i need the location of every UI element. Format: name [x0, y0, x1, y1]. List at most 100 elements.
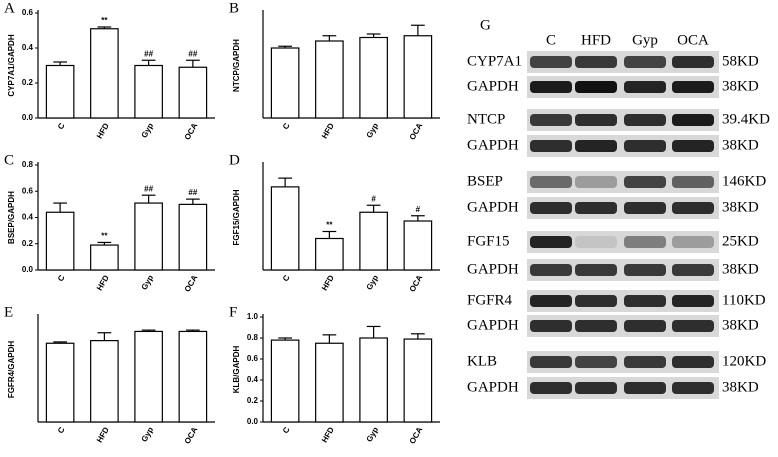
bar: [315, 237, 344, 271]
x-tick-label: C: [281, 425, 292, 435]
x-tick-label: HFD: [320, 273, 336, 292]
x-tick-label: C: [281, 121, 292, 131]
y-tick-label: 0.2: [22, 78, 34, 87]
blot-band: [624, 320, 666, 332]
significance-mark: **: [101, 232, 108, 241]
blot-band: [672, 320, 714, 332]
blot-band: [672, 382, 714, 394]
blot-band: [530, 382, 572, 394]
blot-band: [575, 56, 617, 68]
protein-label: GAPDH: [467, 261, 519, 277]
bar: [90, 244, 119, 271]
blot-band: [575, 114, 617, 126]
bar: [315, 342, 344, 423]
bar: [134, 202, 163, 271]
x-tick-label: C: [56, 425, 67, 435]
panel-label: B: [229, 0, 239, 16]
size-label: 38KD: [722, 317, 759, 333]
blot-strip: [527, 351, 719, 373]
blot-band: [672, 56, 714, 68]
blot-band: [672, 356, 714, 368]
y-tick-label: 0.0: [22, 265, 34, 274]
x-tick-label: HFD: [320, 121, 336, 140]
blot-band: [575, 295, 617, 307]
blot-strip: [527, 76, 719, 98]
x-tick-label: OCA: [408, 425, 425, 445]
lane-label: C: [546, 32, 556, 48]
blot-strip: [527, 377, 719, 399]
y-tick-label: 0.2: [247, 396, 259, 405]
y-axis-label: KLB/GAPDH: [232, 346, 241, 394]
blot-band: [575, 202, 617, 214]
panel-label: C: [4, 152, 14, 168]
panel-label: E: [4, 304, 13, 320]
blot-band: [624, 81, 666, 93]
x-tick-label: Gyp: [140, 121, 156, 139]
blot-band: [530, 202, 572, 214]
bar: [178, 330, 208, 423]
size-label: 38KD: [722, 379, 759, 395]
blot-band: [575, 176, 617, 188]
y-axis-label: FGFR4/GAPDH: [7, 341, 16, 399]
x-tick-label: Gyp: [365, 121, 381, 139]
size-label: 39.4KD: [722, 111, 770, 127]
bar: [270, 186, 300, 271]
size-label: 38KD: [722, 137, 759, 153]
significance-mark: #: [416, 205, 421, 214]
size-label: 38KD: [722, 78, 759, 94]
y-tick-label: 0.6: [247, 354, 259, 363]
x-tick-label: C: [281, 273, 292, 283]
x-tick-label: HFD: [95, 273, 111, 292]
x-tick-label: Gyp: [140, 273, 156, 291]
x-tick-label: C: [56, 121, 67, 131]
panel-label: D: [229, 152, 240, 168]
y-tick-label: 0.0: [22, 113, 34, 122]
blot-band: [624, 295, 666, 307]
blot-band: [624, 264, 666, 276]
blot-strip: [527, 315, 719, 337]
y-axis-label: NTCP/GAPDH: [232, 39, 241, 92]
bar: [178, 66, 208, 119]
blot-band: [672, 176, 714, 188]
blot-band: [530, 320, 572, 332]
significance-mark: ##: [188, 49, 197, 58]
x-tick-label: OCA: [408, 273, 425, 293]
blot-band: [672, 295, 714, 307]
blot-band: [575, 140, 617, 152]
bar: [45, 64, 75, 119]
blot-strip: [527, 231, 719, 253]
panel-label: A: [4, 0, 15, 16]
y-tick-label: 0.4: [247, 375, 259, 384]
bar: [315, 40, 344, 119]
bar: [403, 35, 433, 119]
blot-strip: [527, 171, 719, 193]
blot-band: [530, 140, 572, 152]
x-tick-label: Gyp: [140, 425, 156, 443]
size-label: 110KD: [722, 292, 766, 308]
protein-label: NTCP: [467, 111, 505, 127]
protein-label: GAPDH: [467, 78, 519, 94]
x-tick-label: HFD: [320, 425, 336, 444]
lane-label: OCA: [677, 32, 709, 48]
bar: [45, 342, 75, 423]
protein-label: GAPDH: [467, 317, 519, 333]
size-label: 58KD: [722, 53, 759, 69]
blot-strip: [527, 259, 719, 281]
x-tick-label: C: [56, 273, 67, 283]
blot-band: [575, 264, 617, 276]
significance-mark: ##: [144, 49, 153, 58]
bar: [134, 64, 163, 119]
x-tick-label: Gyp: [365, 273, 381, 291]
y-axis-label: CYP7A1/GAPDH: [7, 34, 16, 96]
blot-band: [624, 356, 666, 368]
protein-label: CYP7A1: [467, 53, 522, 69]
y-tick-label: 0.4: [22, 43, 34, 52]
bar: [359, 337, 388, 423]
bar: [403, 220, 433, 271]
blot-band: [624, 202, 666, 214]
x-tick-label: OCA: [408, 121, 425, 141]
blot-strip: [527, 51, 719, 73]
y-tick-label: 1.0: [247, 312, 259, 321]
y-tick-label: 0.4: [22, 213, 34, 222]
size-label: 146KD: [722, 173, 766, 189]
